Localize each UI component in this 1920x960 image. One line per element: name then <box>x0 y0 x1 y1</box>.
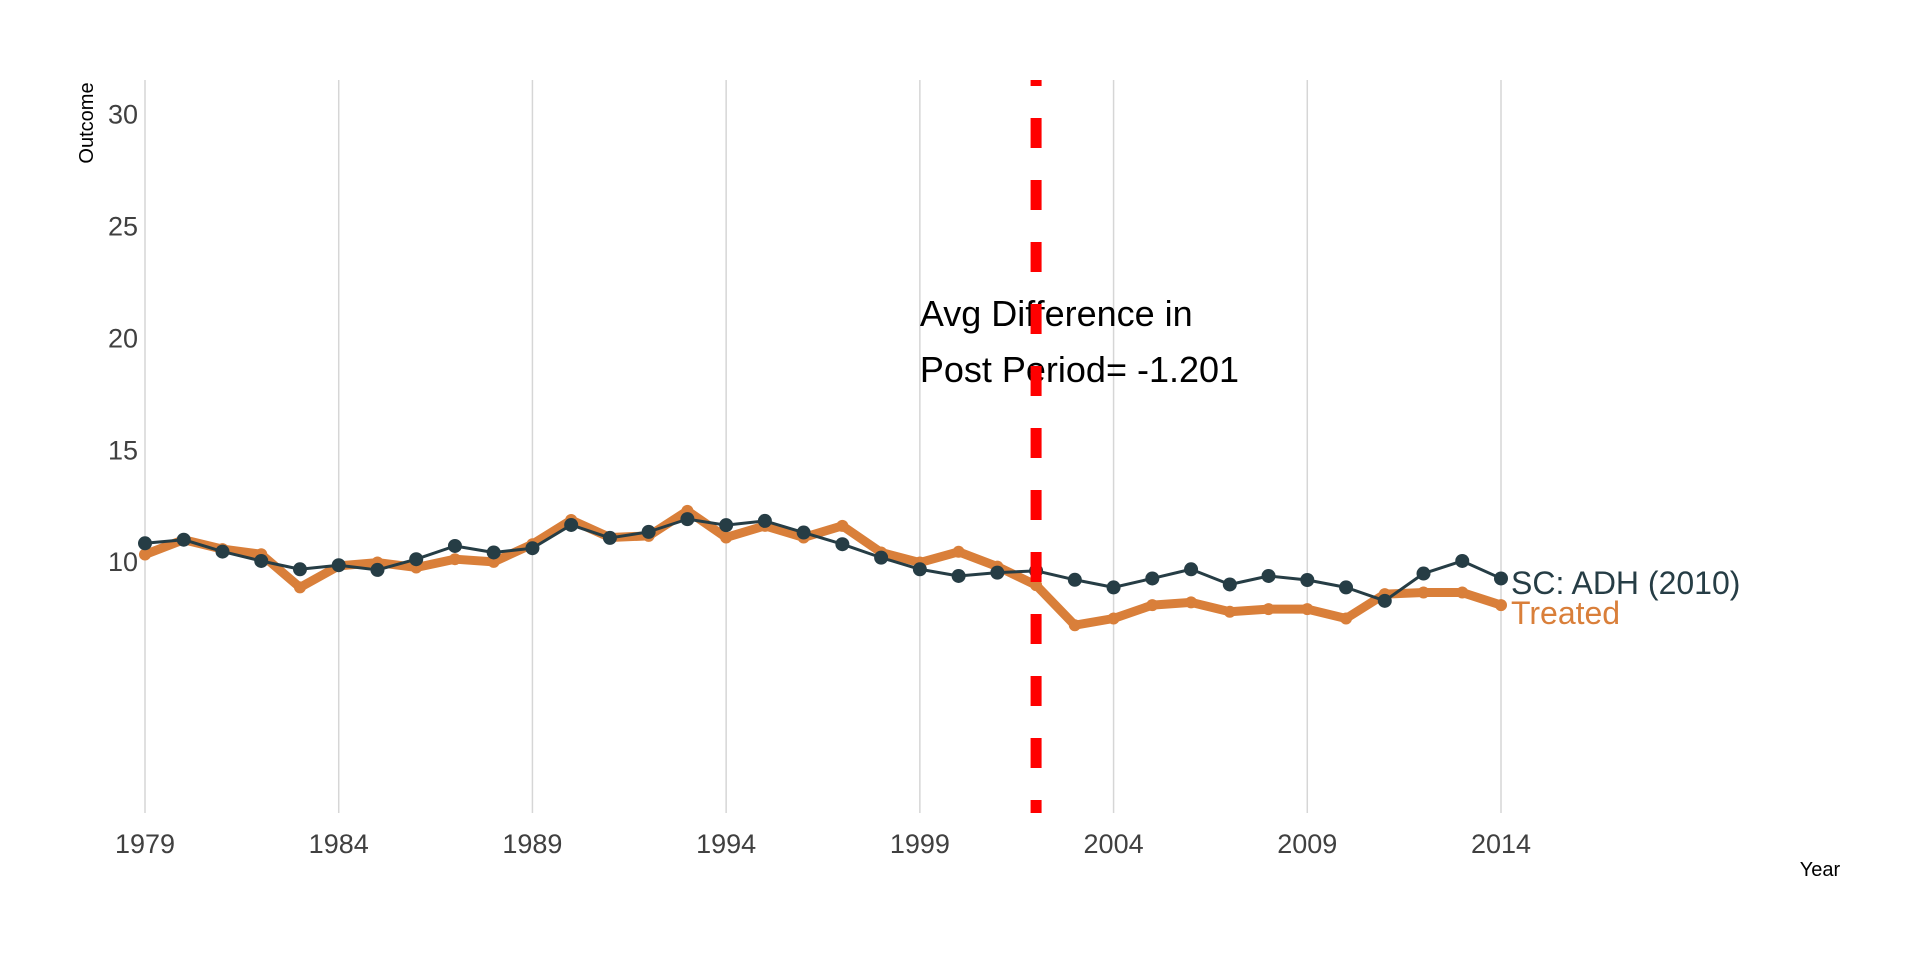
treated-point <box>1223 605 1236 618</box>
y-tick-label: 15 <box>108 435 138 465</box>
treated-point <box>1262 603 1275 616</box>
x-tick-label: 1994 <box>696 829 756 859</box>
synthetic-control-point <box>447 538 462 553</box>
annotation-line-2: Post Period= -1.201 <box>920 349 1239 390</box>
y-tick-label: 30 <box>108 100 138 130</box>
synthetic-control-point <box>525 541 540 556</box>
synthetic-control-point <box>138 536 152 551</box>
x-tick-labels: 1979 1984 1989 1994 1999 2004 2009 2014 <box>115 829 1531 859</box>
treated-point <box>1495 599 1507 612</box>
synthetic-control-point <box>796 525 811 540</box>
synthetic-control-point <box>1416 566 1431 581</box>
synthetic-control-point <box>719 518 734 533</box>
treated-point <box>1030 579 1043 592</box>
synthetic-control-point <box>641 524 656 539</box>
gridlines <box>144 80 1502 813</box>
x-tick-label: 2014 <box>1471 829 1531 859</box>
y-tick-label: 10 <box>108 547 138 577</box>
synthetic-control-point <box>1455 553 1470 568</box>
synthetic-control-point <box>874 550 889 565</box>
synthetic-control-point <box>564 517 579 532</box>
y-tick-label: 25 <box>108 211 138 241</box>
treated-point <box>952 545 965 558</box>
treated-label: Treated <box>1511 595 1620 631</box>
synthetic-control-point <box>1145 571 1160 586</box>
synthetic-control-point <box>835 537 850 552</box>
synthetic-control-point <box>757 513 772 528</box>
treated-line <box>140 506 1506 630</box>
synthetic-control-point <box>1222 577 1237 592</box>
synthetic-control-point <box>680 512 695 527</box>
synthetic-control-point <box>254 553 269 568</box>
treated-point <box>139 548 151 561</box>
treated-point <box>293 581 306 594</box>
synthetic-control-point <box>1184 562 1199 577</box>
synthetic-control-point <box>1494 571 1508 586</box>
synthetic-control-point <box>486 545 501 560</box>
y-tick-label: 20 <box>108 323 138 353</box>
synthetic-control-point <box>1339 580 1354 595</box>
synthetic-control-point <box>990 565 1005 580</box>
x-tick-label: 1989 <box>502 829 562 859</box>
x-axis-title: Year <box>1800 859 1841 881</box>
treated-point <box>1417 586 1430 599</box>
synthetic-control-point <box>1377 593 1392 608</box>
synthetic-control-point <box>912 562 927 577</box>
synthetic-control-point <box>331 558 346 573</box>
y-tick-labels: 10 15 20 25 30 <box>108 100 138 578</box>
synthetic-control-point <box>1067 572 1082 587</box>
series-group <box>138 504 1508 632</box>
synthetic-control-label: SC: ADH (2010) <box>1511 565 1740 601</box>
treated-point <box>1185 596 1198 609</box>
treated-point <box>720 531 733 544</box>
synthetic-control-point <box>215 544 230 559</box>
synthetic-control-point <box>292 562 307 577</box>
treated-point <box>487 555 500 568</box>
series-labels: SC: ADH (2010)Treated <box>1511 565 1740 631</box>
synthetic-control-point <box>1106 580 1121 595</box>
x-tick-label: 1999 <box>890 829 950 859</box>
treated-point <box>1456 586 1469 599</box>
synthetic-control-point <box>370 562 385 577</box>
synthetic-control-point <box>176 532 191 547</box>
synthetic-control-point <box>409 552 424 567</box>
annotation-line-1: Avg Difference in <box>920 293 1193 334</box>
y-axis-title: Outcome <box>76 82 98 163</box>
treated-point <box>1301 603 1314 616</box>
treated-point <box>1340 612 1353 625</box>
treated-point <box>1146 599 1159 612</box>
annotation-group: Avg Difference in Post Period= -1.201 <box>920 293 1239 390</box>
x-tick-label: 2004 <box>1084 829 1144 859</box>
synthetic-control-point <box>1300 573 1315 588</box>
treated-point <box>1107 612 1120 625</box>
x-tick-label: 2009 <box>1277 829 1337 859</box>
x-tick-label: 1979 <box>115 829 175 859</box>
treated-point <box>836 519 849 532</box>
synthetic-control-point <box>1261 568 1276 583</box>
treated-point <box>1068 619 1081 632</box>
synthetic-control-point <box>951 568 966 583</box>
treated-point <box>448 553 461 566</box>
synthetic-control-point <box>602 530 617 545</box>
x-tick-label: 1984 <box>309 829 369 859</box>
